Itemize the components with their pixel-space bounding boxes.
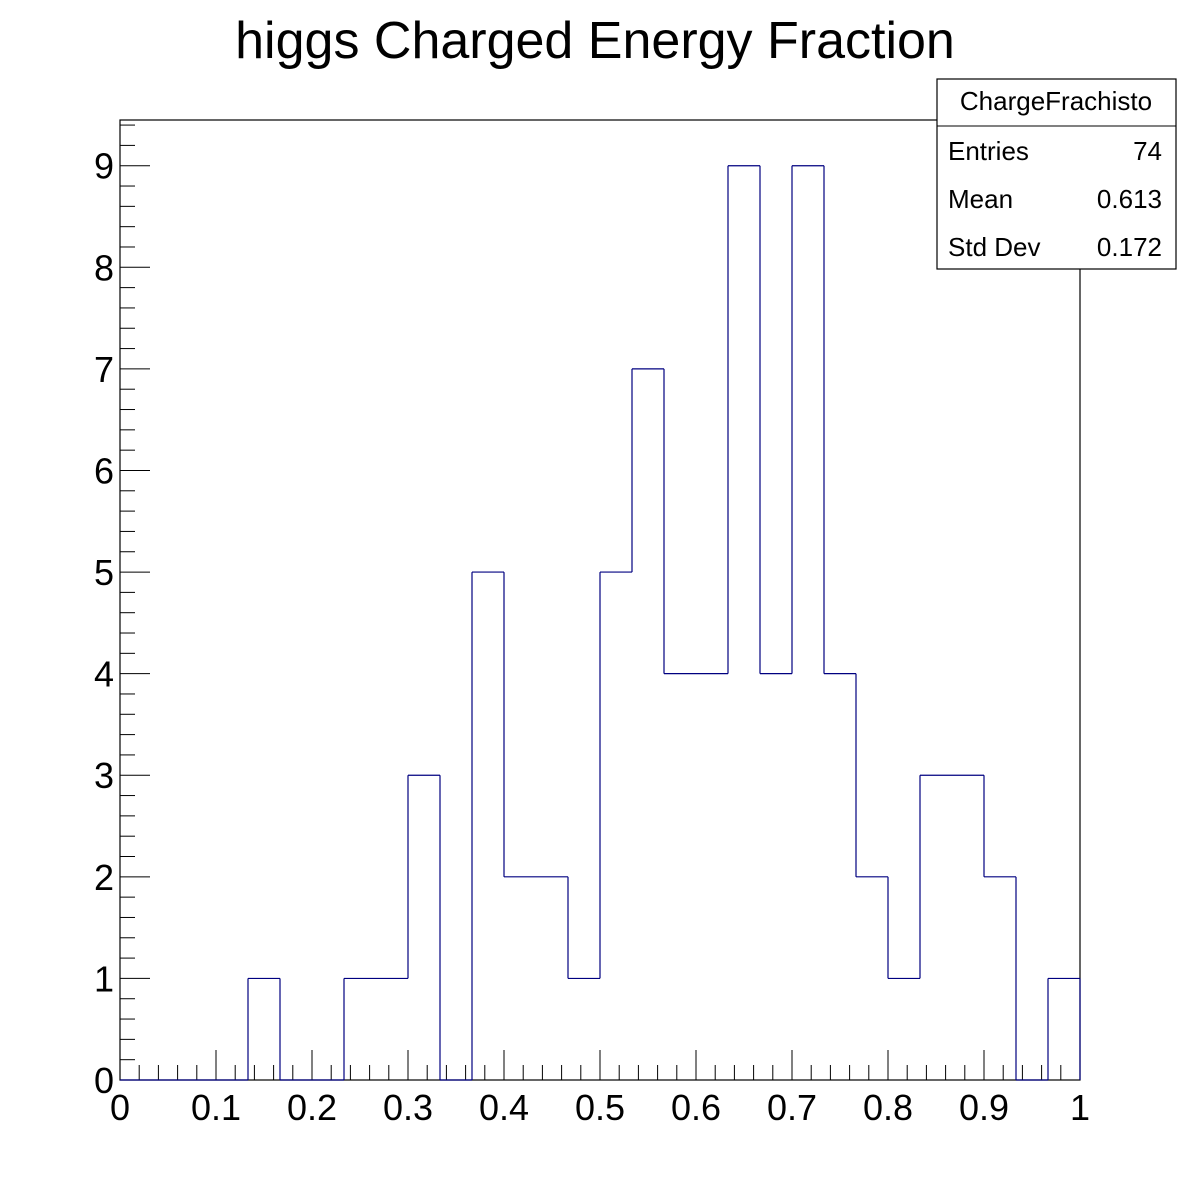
y-tick-label: 8 bbox=[94, 247, 114, 288]
y-tick-label: 0 bbox=[94, 1060, 114, 1101]
stats-entries-label: Entries bbox=[948, 136, 1029, 166]
x-tick-label: 0.4 bbox=[479, 1087, 529, 1128]
x-tick-label: 0.1 bbox=[191, 1087, 241, 1128]
x-tick-label: 0.7 bbox=[767, 1087, 817, 1128]
y-tick-label: 3 bbox=[94, 755, 114, 796]
x-tick-label: 0.2 bbox=[287, 1087, 337, 1128]
stats-box-frame bbox=[936, 78, 1177, 270]
stats-mean-value: 0.613 bbox=[1097, 184, 1162, 214]
chart-title: higgs Charged Energy Fraction bbox=[235, 12, 955, 70]
stats-box: ChargeFrachisto Entries 74 Mean 0.613 St… bbox=[936, 78, 1177, 270]
y-tick-label: 7 bbox=[94, 349, 114, 390]
y-tick-label: 6 bbox=[94, 450, 114, 491]
y-tick-label: 9 bbox=[94, 146, 114, 187]
x-tick-label: 0 bbox=[110, 1087, 130, 1128]
stats-box-title: ChargeFrachisto bbox=[960, 86, 1152, 116]
y-tick-label: 4 bbox=[94, 654, 114, 695]
stats-stddev-value: 0.172 bbox=[1097, 232, 1162, 262]
axes: 0 0.1 0.2 0.3 0.4 0.5 0.6 0.7 0.8 0.9 1 0 1 2 3 4 5 6 7 8 9 bbox=[94, 119, 1090, 1128]
stats-mean-label: Mean bbox=[948, 184, 1013, 214]
x-tick-label: 0.9 bbox=[959, 1087, 1009, 1128]
x-tick-label: 0.6 bbox=[671, 1087, 721, 1128]
stats-stddev-label: Std Dev bbox=[948, 232, 1041, 262]
x-tick-label: 0.3 bbox=[383, 1087, 433, 1128]
stats-entries-value: 74 bbox=[1133, 136, 1162, 166]
y-tick-label: 2 bbox=[94, 857, 114, 898]
x-tick-label: 0.5 bbox=[575, 1087, 625, 1128]
x-tick-label: 1 bbox=[1070, 1087, 1090, 1128]
y-tick-label: 5 bbox=[94, 552, 114, 593]
x-tick-label: 0.8 bbox=[863, 1087, 913, 1128]
histogram-bars bbox=[120, 165, 1081, 1081]
y-tick-label: 1 bbox=[94, 958, 114, 999]
